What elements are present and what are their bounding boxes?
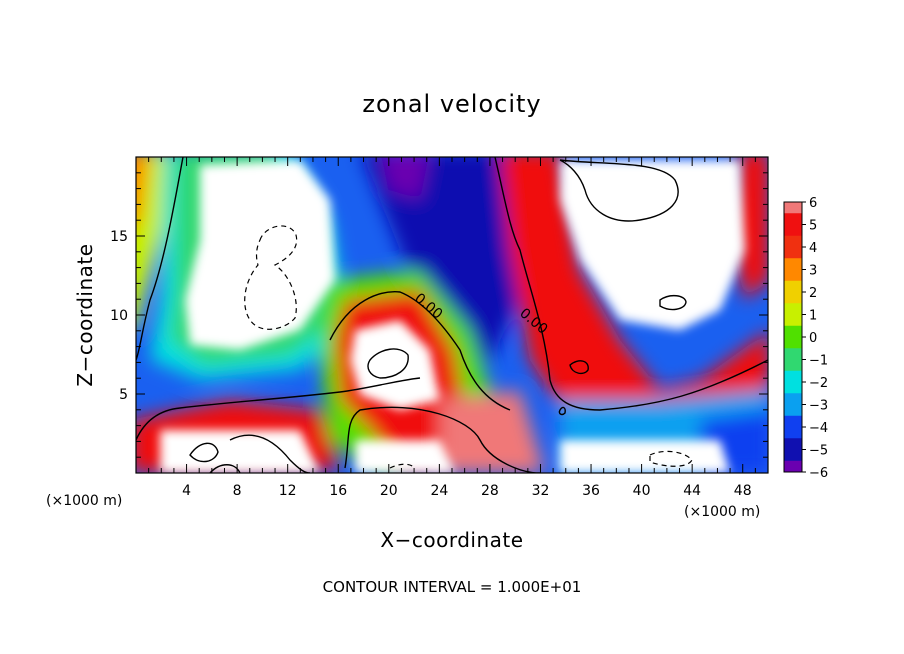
x-axis-ticks: 4 8 12 16 20 24 28 32 36 40 44 48 [148, 157, 756, 499]
colorbar-swatch [784, 449, 802, 462]
colorbar-swatch [784, 235, 802, 248]
y-axis-label: Z−coordinate [73, 243, 97, 386]
colorbar-swatch [784, 348, 802, 360]
contour-interval-footer: CONTOUR INTERVAL = 1.000E+01 [323, 578, 582, 596]
x-tick-label: 8 [233, 483, 242, 499]
colorbar-swatch [784, 314, 802, 327]
colorbar-label: −1 [809, 354, 828, 369]
x-tick-label: 24 [430, 483, 448, 499]
colorbar-swatch [784, 269, 802, 282]
colorbar-swatch [784, 292, 802, 304]
colorbar-label: 3 [809, 264, 817, 279]
x-unit-left: (×1000 m) [46, 493, 122, 509]
contour-lines-dashed [244, 225, 693, 469]
colorbar-swatch [784, 213, 802, 225]
colorbar-swatch [784, 404, 802, 417]
colorbar-swatch [784, 393, 802, 405]
x-tick-label: 4 [182, 483, 191, 499]
x-tick-label: 36 [582, 483, 600, 499]
colorbar-swatch [784, 258, 802, 270]
x-tick-label: 32 [532, 483, 550, 499]
x-tick-label: 48 [734, 483, 752, 499]
colorbar-label: −3 [809, 399, 828, 414]
colorbar-label: 6 [809, 196, 817, 211]
colorbar-label: −4 [809, 421, 828, 436]
x-tick-label: 12 [279, 483, 297, 499]
colorbar-swatch [784, 303, 802, 315]
colorbar-swatch [784, 325, 802, 338]
y-tick-label: 15 [110, 229, 128, 245]
x-tick-label: 40 [633, 483, 651, 499]
colorbar-swatch [784, 427, 802, 439]
colorbar-label: 5 [809, 219, 817, 234]
colorbar-swatch [784, 460, 802, 473]
colorbar-swatch [784, 438, 802, 450]
colorbar-swatch [784, 382, 802, 394]
colorbar-label: −5 [809, 444, 828, 459]
colorbar-label: 4 [809, 241, 817, 256]
colorbar-swatch [784, 280, 802, 293]
y-tick-label: 5 [119, 387, 128, 403]
x-axis-label: X−coordinate [380, 528, 523, 552]
colorbar-swatch [784, 224, 802, 237]
x-tick-label: 44 [683, 483, 701, 499]
heatmap-field [136, 157, 768, 473]
colorbar-label: 2 [809, 286, 817, 301]
y-axis-ticks: 5 10 15 [110, 172, 768, 458]
contour-lines [136, 157, 768, 473]
x-tick-label: 20 [380, 483, 398, 499]
colorbar-swatch [784, 337, 802, 349]
x-unit-right: (×1000 m) [684, 504, 760, 520]
colorbar-swatch [784, 247, 802, 259]
colorbar-swatch [784, 359, 802, 372]
colorbar-label: 1 [809, 309, 817, 324]
x-tick-label: 16 [329, 483, 347, 499]
x-tick-label: 28 [481, 483, 499, 499]
colorbar-label: −2 [809, 376, 828, 391]
chart-title: zonal velocity [362, 90, 541, 118]
colorbar-label: −6 [809, 466, 828, 481]
colorbar: 6 5 4 3 2 1 0 −1 −2 −3 −4 −5 −6 [783, 196, 828, 481]
colorbar-swatch [784, 202, 802, 214]
colorbar-swatch [784, 370, 802, 383]
colorbar-swatch [784, 415, 802, 428]
colorbar-label: 0 [809, 331, 817, 346]
y-tick-label: 10 [110, 308, 128, 324]
